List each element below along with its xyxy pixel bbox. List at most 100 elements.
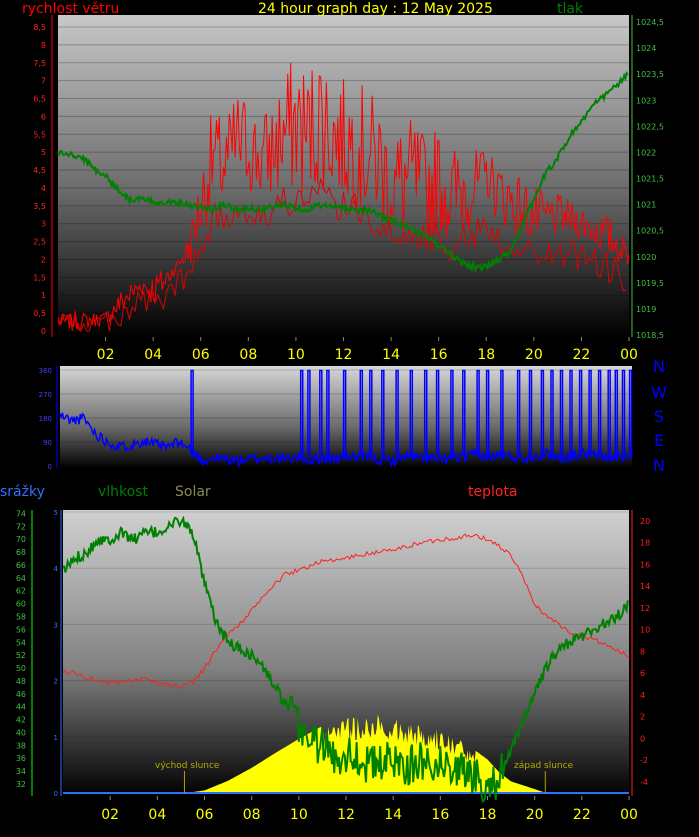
wind-axis-tick-label: 0 bbox=[41, 327, 46, 336]
pressure-axis-tick-label: 1019,5 bbox=[636, 279, 664, 288]
humidity-axis-tick-label: 74 bbox=[16, 509, 26, 518]
wind-direction-spike bbox=[395, 369, 399, 458]
pressure-axis-tick-label: 1022 bbox=[636, 148, 656, 157]
humidity-axis-tick-label: 46 bbox=[16, 690, 26, 699]
wind-direction-spike bbox=[381, 369, 385, 458]
time-axis-tick-label: 16 bbox=[430, 347, 448, 363]
temperature-axis-tick-label: 8 bbox=[640, 647, 645, 656]
time-axis-tick-label: 10 bbox=[290, 807, 308, 823]
wind-direction-spike bbox=[500, 369, 504, 458]
time-axis-tick-label: 18 bbox=[479, 807, 497, 823]
time-axis-tick-label: 08 bbox=[239, 347, 257, 363]
pressure-axis-tick-label: 1020 bbox=[636, 253, 656, 262]
wind-direction-spike bbox=[628, 369, 633, 458]
precip-axis-tick-label: 2 bbox=[54, 678, 58, 686]
direction-axis-tick-label: 90 bbox=[43, 439, 52, 447]
wind-axis-tick-label: 2,5 bbox=[33, 238, 46, 247]
precip-axis-tick-label: 0 bbox=[54, 790, 58, 798]
time-axis-tick-label: 20 bbox=[526, 807, 544, 823]
wind-direction-spike bbox=[607, 369, 611, 458]
humidity-axis-tick-label: 72 bbox=[16, 522, 26, 531]
wind-direction-spike bbox=[462, 369, 466, 458]
wind-direction-spike bbox=[450, 369, 454, 458]
temperature-axis-tick-label: 6 bbox=[640, 669, 645, 678]
humidity-axis-tick-label: 40 bbox=[16, 728, 26, 737]
humidity-axis-tick-label: 58 bbox=[16, 613, 26, 622]
wind-axis-tick-label: 4,5 bbox=[33, 166, 46, 175]
wind-direction-spike bbox=[476, 369, 480, 458]
time-axis-tick-label: 14 bbox=[382, 347, 400, 363]
temperature-axis-tick-label: -2 bbox=[640, 756, 648, 765]
precipitation-title: srážky bbox=[0, 484, 45, 500]
humidity-axis-tick-label: 52 bbox=[16, 651, 26, 660]
compass-label-n-bottom: N bbox=[653, 456, 665, 475]
wind-axis-tick-label: 8,5 bbox=[33, 23, 46, 32]
time-axis-tick-label: 06 bbox=[196, 807, 214, 823]
humidity-axis-tick-label: 62 bbox=[16, 587, 26, 596]
humidity-axis-tick-label: 56 bbox=[16, 625, 26, 634]
direction-axis-tick-label: 0 bbox=[48, 463, 52, 471]
pressure-trace bbox=[57, 70, 629, 274]
wind-direction-spike bbox=[190, 369, 194, 458]
humidity-axis-tick-label: 66 bbox=[16, 561, 26, 570]
wind-direction-spike bbox=[342, 369, 347, 458]
wind-axis-tick-label: 3 bbox=[41, 220, 46, 229]
temperature-trace bbox=[62, 533, 630, 689]
wind-axis-tick-label: 4 bbox=[41, 184, 46, 193]
time-axis-tick-label: 12 bbox=[337, 807, 355, 823]
wind-direction-spike bbox=[299, 369, 304, 458]
time-axis-tick-label: 04 bbox=[148, 807, 166, 823]
time-axis-tick-label: 22 bbox=[573, 347, 591, 363]
precip-axis-tick-label: 1 bbox=[54, 734, 58, 742]
wind-axis-tick-label: 2 bbox=[41, 255, 46, 264]
time-axis-tick-label: 04 bbox=[144, 347, 162, 363]
wind-axis-tick-label: 7,5 bbox=[33, 59, 46, 68]
humidity-axis-tick-label: 70 bbox=[16, 535, 26, 544]
humidity-axis-tick-label: 36 bbox=[16, 754, 26, 763]
wind-speed-trace bbox=[57, 62, 630, 331]
wind-direction-spike bbox=[540, 369, 545, 458]
wind-direction-spike bbox=[528, 369, 533, 458]
temperature-axis-tick-label: -4 bbox=[640, 778, 648, 787]
wind-direction-spike bbox=[307, 369, 311, 458]
precip-axis-tick-label: 4 bbox=[54, 565, 59, 573]
compass-label-n-top: N bbox=[653, 357, 665, 376]
wind-axis-tick-label: 5,5 bbox=[33, 130, 46, 139]
temperature-axis-tick-label: 20 bbox=[640, 517, 650, 526]
wind-axis-tick-label: 5 bbox=[41, 148, 46, 157]
humidity-axis-tick-label: 68 bbox=[16, 548, 26, 557]
wind-direction-spike bbox=[319, 369, 323, 458]
wind-axis-tick-label: 1,5 bbox=[33, 273, 46, 282]
wind-direction-spike bbox=[588, 369, 592, 458]
humidity-title: vlhkost bbox=[98, 484, 149, 500]
humidity-axis-tick-label: 54 bbox=[16, 638, 26, 647]
wind-direction-spike bbox=[569, 369, 573, 458]
wind-direction-spike bbox=[359, 369, 364, 458]
wind-direction-spike bbox=[326, 369, 330, 458]
wind-axis-tick-label: 1 bbox=[41, 291, 46, 300]
graph-title: 24 hour graph day : 12 May 2025 bbox=[258, 1, 493, 17]
humidity-axis-tick-label: 44 bbox=[16, 703, 26, 712]
wind-axis-tick-label: 3,5 bbox=[33, 202, 46, 211]
direction-axis-tick-label: 180 bbox=[39, 415, 52, 423]
compass-label-w: W bbox=[651, 383, 667, 402]
pressure-axis-tick-label: 1023 bbox=[636, 96, 656, 105]
time-axis-tick-label: 00 bbox=[620, 347, 638, 363]
wind-direction-spike bbox=[559, 369, 564, 458]
pressure-title: tlak bbox=[557, 1, 584, 17]
wind-direction-spike bbox=[578, 369, 583, 458]
humidity-axis-tick-label: 38 bbox=[16, 741, 26, 750]
wind-axis-tick-label: 7 bbox=[41, 77, 46, 86]
humidity-axis-tick-label: 48 bbox=[16, 677, 26, 686]
wind-axis-tick-label: 6 bbox=[41, 112, 46, 121]
precip-axis-tick-label: 3 bbox=[54, 621, 58, 629]
pressure-axis-tick-label: 1022,5 bbox=[636, 122, 664, 131]
temperature-axis-tick-label: 16 bbox=[640, 560, 650, 569]
temperature-axis-tick-label: 18 bbox=[640, 539, 650, 548]
temperature-axis-tick-label: 4 bbox=[640, 691, 645, 700]
wind-direction-spike bbox=[550, 369, 554, 458]
wind-direction-spike bbox=[597, 369, 602, 458]
pressure-axis-tick-label: 1023,5 bbox=[636, 70, 664, 79]
wind-pressure-plot-area bbox=[58, 15, 629, 337]
